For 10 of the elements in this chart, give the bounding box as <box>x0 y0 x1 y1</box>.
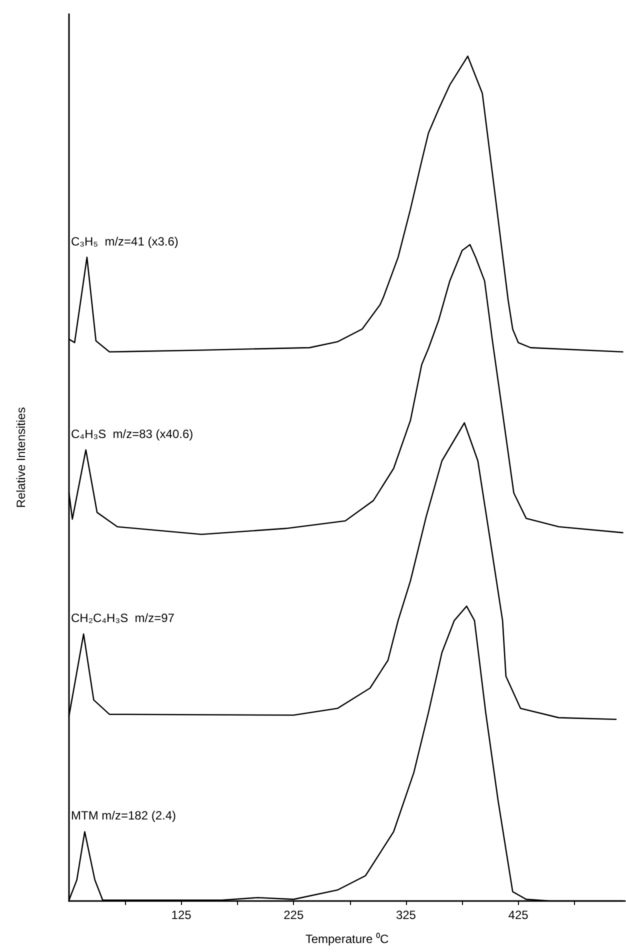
x-tick-label: 125 <box>171 908 192 922</box>
y-axis-title: Relative Intensities <box>14 407 28 508</box>
x-tick-label: 325 <box>396 908 416 922</box>
series-label: CH₂C₄H₃S m/z=97 <box>71 611 175 626</box>
x-tick-label: 425 <box>508 908 529 922</box>
series-label: C₃H₅ m/z=41 (x3.6) <box>71 234 178 248</box>
x-axis-title: Temperature ⁰C <box>305 932 390 946</box>
series-label: C₄H₃S m/z=83 (x40.6) <box>71 426 194 441</box>
x-tick-label: 225 <box>284 908 304 922</box>
series-label: MTM m/z=182 (2.4) <box>71 808 176 823</box>
